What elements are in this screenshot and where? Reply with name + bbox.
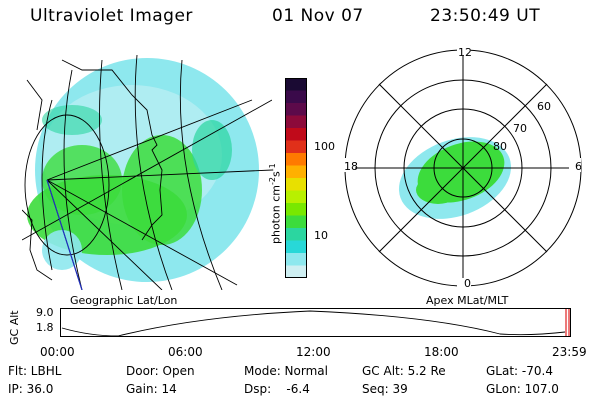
colorbar-segment <box>285 165 307 179</box>
seq-label: Seq: 39 <box>362 382 408 396</box>
colorbar-label-sup2: -1 <box>268 163 277 172</box>
colorbar-segment <box>285 153 307 166</box>
colorbar-tick-100: 100 <box>314 140 335 153</box>
time-label: 23:50:49 UT <box>430 6 541 26</box>
orbit-tick-0: 00:00 <box>40 345 75 359</box>
orbit-plot <box>60 308 571 337</box>
colorbar-segment <box>285 228 307 241</box>
orbit-tick-2: 12:00 <box>296 345 331 359</box>
ip-label: IP: 36.0 <box>8 382 54 396</box>
colorbar-segment <box>285 115 307 129</box>
colorbar-label-s: s <box>269 171 283 178</box>
lat-70-label: 70 <box>513 122 527 135</box>
colorbar-segment <box>285 240 307 254</box>
colorbar-segment <box>285 203 307 216</box>
glat-label: GLat: -70.4 <box>486 364 553 378</box>
mlt-6-label: 6 <box>575 160 582 173</box>
colorbar-segment <box>285 128 307 141</box>
colorbar-segment <box>285 253 307 266</box>
geographic-image <box>22 54 272 290</box>
gc-alt-label: GC Alt: 5.2 Re <box>362 364 446 378</box>
lat-60-label: 60 <box>537 100 551 113</box>
colorbar-segment <box>285 178 307 191</box>
colorbar-label-sup1: -2 <box>268 177 277 186</box>
apex-caption: Apex MLat/MLT <box>426 294 509 307</box>
colorbar-segment <box>285 265 307 278</box>
lat-80-label: 80 <box>493 140 507 153</box>
gain-label: Gain: 14 <box>126 382 177 396</box>
orbit-y-bottom: 1.8 <box>36 321 54 334</box>
colorbar-segment <box>285 215 307 229</box>
orbit-axis-label: GC Alt <box>8 310 21 345</box>
date-label: 01 Nov 07 <box>272 6 364 26</box>
mode-label: Mode: Normal <box>244 364 328 378</box>
dsp-label: Dsp: -6.4 <box>244 382 310 396</box>
door-label: Door: Open <box>126 364 195 378</box>
mlt-12-label: 12 <box>458 46 472 59</box>
orbit-tick-3: 18:00 <box>424 345 459 359</box>
geographic-caption: Geographic Lat/Lon <box>70 294 178 307</box>
colorbar-segment <box>285 103 307 116</box>
orbit-tick-4: 23:59 <box>552 345 587 359</box>
colorbar <box>285 78 307 278</box>
orbit-tick-1: 06:00 <box>168 345 203 359</box>
colorbar-segment <box>285 140 307 154</box>
colorbar-label: photon cm-2s-1 <box>268 163 283 244</box>
glon-label: GLon: 107.0 <box>486 382 559 396</box>
orbit-y-top: 9.0 <box>36 306 54 319</box>
mlt-0-label: 0 <box>464 277 471 290</box>
colorbar-segment <box>285 78 307 91</box>
polar-plot <box>337 44 582 290</box>
filter-label: Flt: LBHL <box>8 364 62 378</box>
mlt-18-label: 18 <box>344 160 358 173</box>
colorbar-segment <box>285 190 307 204</box>
colorbar-label-main: photon cm <box>269 185 283 244</box>
colorbar-tick-10: 10 <box>314 229 328 242</box>
colorbar-segment <box>285 90 307 104</box>
instrument-title: Ultraviolet Imager <box>30 6 193 26</box>
